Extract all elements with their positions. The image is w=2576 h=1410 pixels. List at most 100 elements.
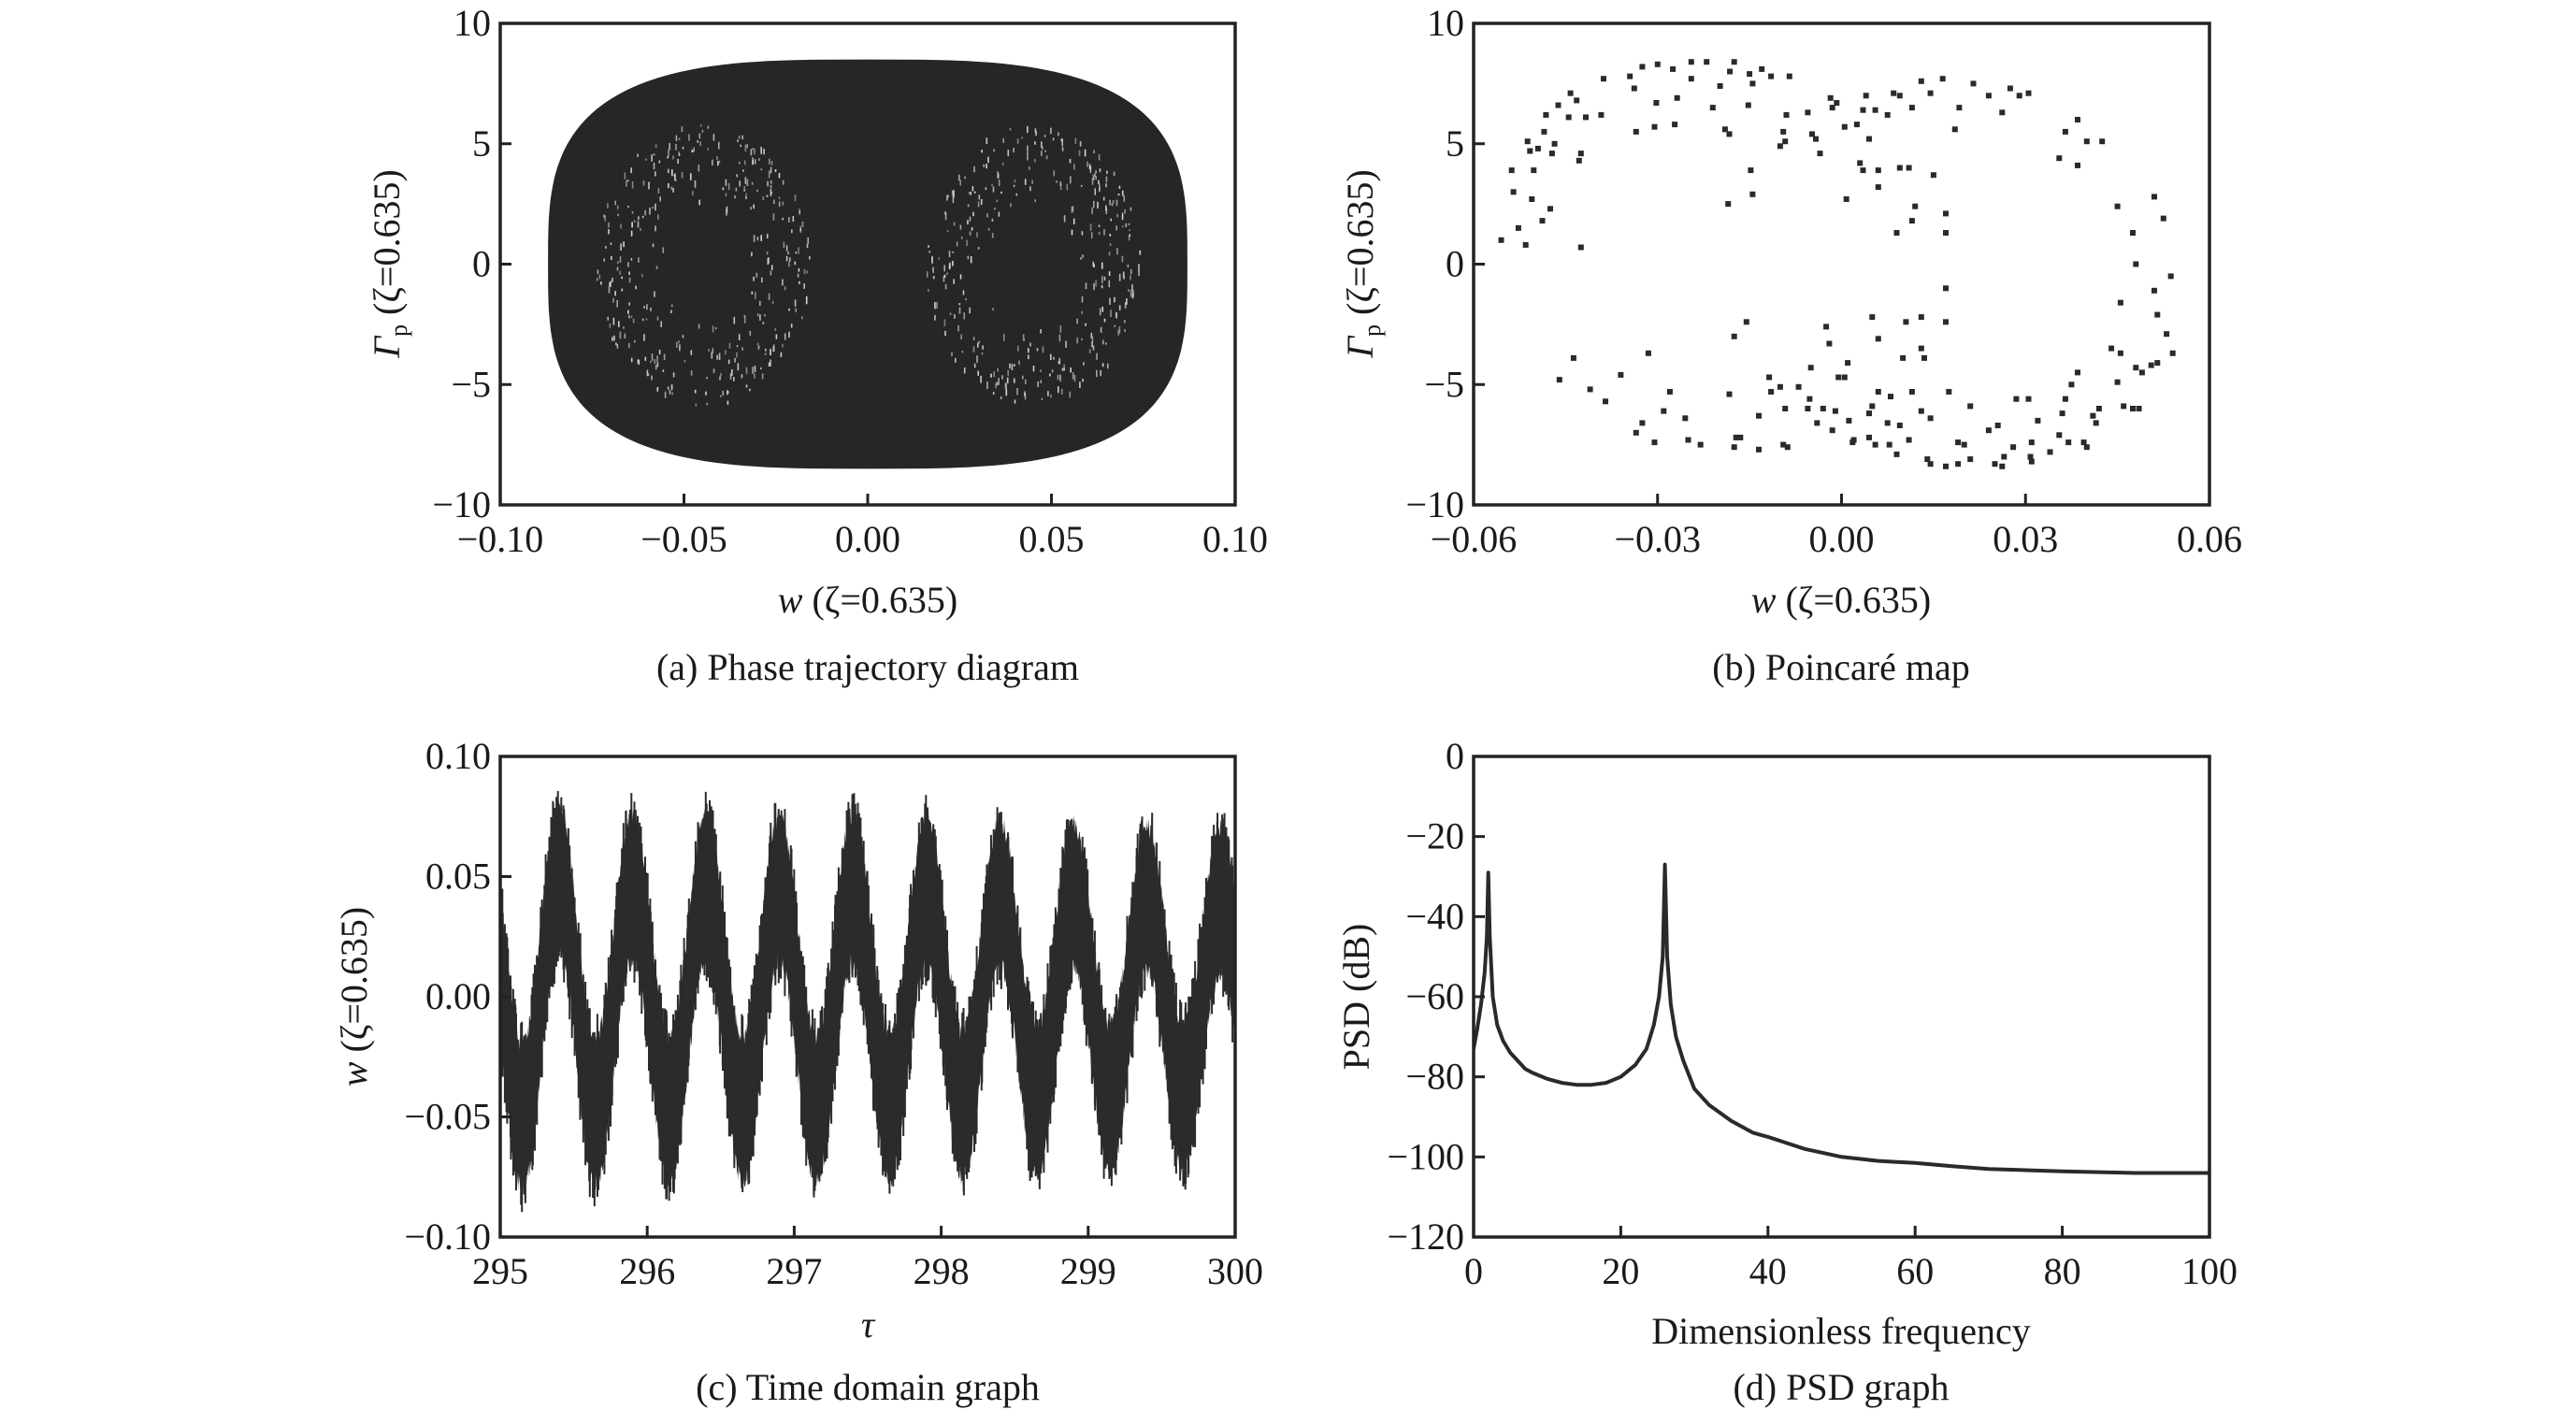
trajectory-speck — [759, 314, 761, 321]
trajectory-speck — [1129, 229, 1130, 232]
trajectory-speck — [1029, 342, 1031, 347]
poincare-point — [1849, 439, 1856, 446]
poincare-point — [1829, 105, 1835, 111]
trajectory-speck — [971, 186, 974, 192]
trajectory-speck — [1093, 200, 1095, 209]
poincare-point — [1846, 417, 1852, 424]
trajectory-speck — [1050, 127, 1052, 135]
poincare-point — [1768, 73, 1775, 79]
panel-d-plot-area — [1474, 862, 2209, 1175]
x-axis-label-var: w — [778, 579, 803, 621]
trajectory-speck — [641, 274, 643, 278]
trajectory-speck — [707, 148, 709, 151]
trajectory-speck — [1115, 225, 1117, 231]
trajectory-speck — [655, 225, 656, 232]
poincare-point — [2169, 350, 2176, 356]
trajectory-speck — [1095, 176, 1097, 180]
trajectory-speck — [782, 217, 784, 221]
trajectory-speck — [597, 269, 599, 274]
y-tick-label: 0.00 — [425, 975, 491, 1017]
poincare-point — [1601, 76, 1606, 82]
trajectory-speck — [998, 173, 1000, 179]
trajectory-speck — [958, 303, 961, 306]
trajectory-speck — [980, 199, 983, 205]
poincare-point — [2062, 128, 2068, 135]
trajectory-speck — [743, 160, 746, 165]
trajectory-speck — [626, 180, 627, 187]
trajectory-speck — [1108, 252, 1111, 256]
trajectory-speck — [1032, 366, 1035, 372]
trajectory-speck — [1024, 179, 1027, 185]
trajectory-speck — [756, 272, 758, 278]
poincare-point — [1688, 59, 1694, 65]
phase-trajectory-texture — [596, 124, 1142, 407]
poincare-point — [1583, 114, 1589, 121]
poincare-point — [1924, 456, 1931, 463]
trajectory-speck — [1052, 137, 1055, 141]
trajectory-speck — [1103, 318, 1106, 323]
trajectory-speck — [1036, 348, 1039, 352]
trajectory-speck — [749, 331, 752, 336]
trajectory-speck — [1103, 228, 1105, 236]
trajectory-speck — [734, 195, 736, 199]
trajectory-speck — [1094, 173, 1096, 178]
psd-curve — [1474, 862, 2209, 1175]
trajectory-speck — [671, 169, 673, 177]
trajectory-speck — [1115, 312, 1117, 319]
poincare-point — [1946, 389, 1952, 395]
poincare-point — [1524, 138, 1531, 145]
poincare-point — [1603, 398, 1608, 405]
trajectory-speck — [737, 139, 739, 142]
trajectory-speck — [1080, 184, 1083, 187]
poincare-point — [1510, 189, 1517, 195]
trajectory-speck — [735, 187, 738, 192]
trajectory-speck — [1035, 131, 1037, 137]
poincare-point — [1782, 138, 1789, 145]
trajectory-speck — [693, 147, 695, 152]
poincare-point — [1749, 191, 1756, 197]
y-axis-label-var: Γ — [366, 335, 408, 359]
trajectory-speck — [753, 277, 755, 281]
trajectory-speck — [743, 185, 746, 191]
trajectory-speck — [1074, 137, 1077, 144]
trajectory-speck — [1107, 363, 1109, 369]
trajectory-speck — [1111, 203, 1114, 207]
trajectory-speck — [739, 180, 741, 187]
trajectory-speck — [936, 302, 938, 309]
poincare-point — [1900, 354, 1907, 361]
trajectory-speck — [798, 267, 800, 272]
x-tick-label: 20 — [1602, 1250, 1639, 1292]
trajectory-speck — [805, 295, 808, 299]
trajectory-speck — [1010, 203, 1012, 208]
trajectory-speck — [658, 160, 661, 164]
poincare-point — [1759, 65, 1765, 72]
poincare-point — [1786, 73, 1792, 79]
poincare-point — [2007, 85, 2013, 92]
trajectory-speck — [619, 270, 621, 275]
trajectory-speck — [1081, 310, 1083, 314]
trajectory-speck — [1061, 367, 1064, 371]
trajectory-speck — [698, 199, 700, 206]
poincare-point — [1943, 463, 1949, 469]
trajectory-speck — [1092, 345, 1095, 351]
trajectory-speck — [1116, 248, 1118, 255]
y-axis-label: Γp (ζ=0.635) — [366, 169, 412, 359]
trajectory-speck — [764, 314, 766, 317]
trajectory-speck — [1095, 280, 1097, 287]
trajectory-speck — [1116, 213, 1118, 218]
poincare-point — [1674, 94, 1680, 101]
trajectory-speck — [943, 265, 945, 272]
trajectory-speck — [691, 150, 694, 153]
trajectory-speck — [754, 148, 756, 155]
trajectory-speck — [1093, 150, 1095, 154]
trajectory-speck — [766, 251, 769, 255]
poincare-point — [1817, 151, 1823, 157]
poincare-point — [1961, 441, 1967, 448]
poincare-point — [1943, 319, 1949, 325]
poincare-point — [1912, 203, 1919, 209]
trajectory-speck — [674, 173, 676, 181]
poincare-point — [1813, 136, 1819, 142]
trajectory-speck — [741, 135, 743, 140]
poincare-point — [2121, 403, 2127, 410]
panel-d-psd: 0 20 40 60 80 100 0 −20 −40 −60 −80 −100… — [1335, 735, 2238, 1408]
